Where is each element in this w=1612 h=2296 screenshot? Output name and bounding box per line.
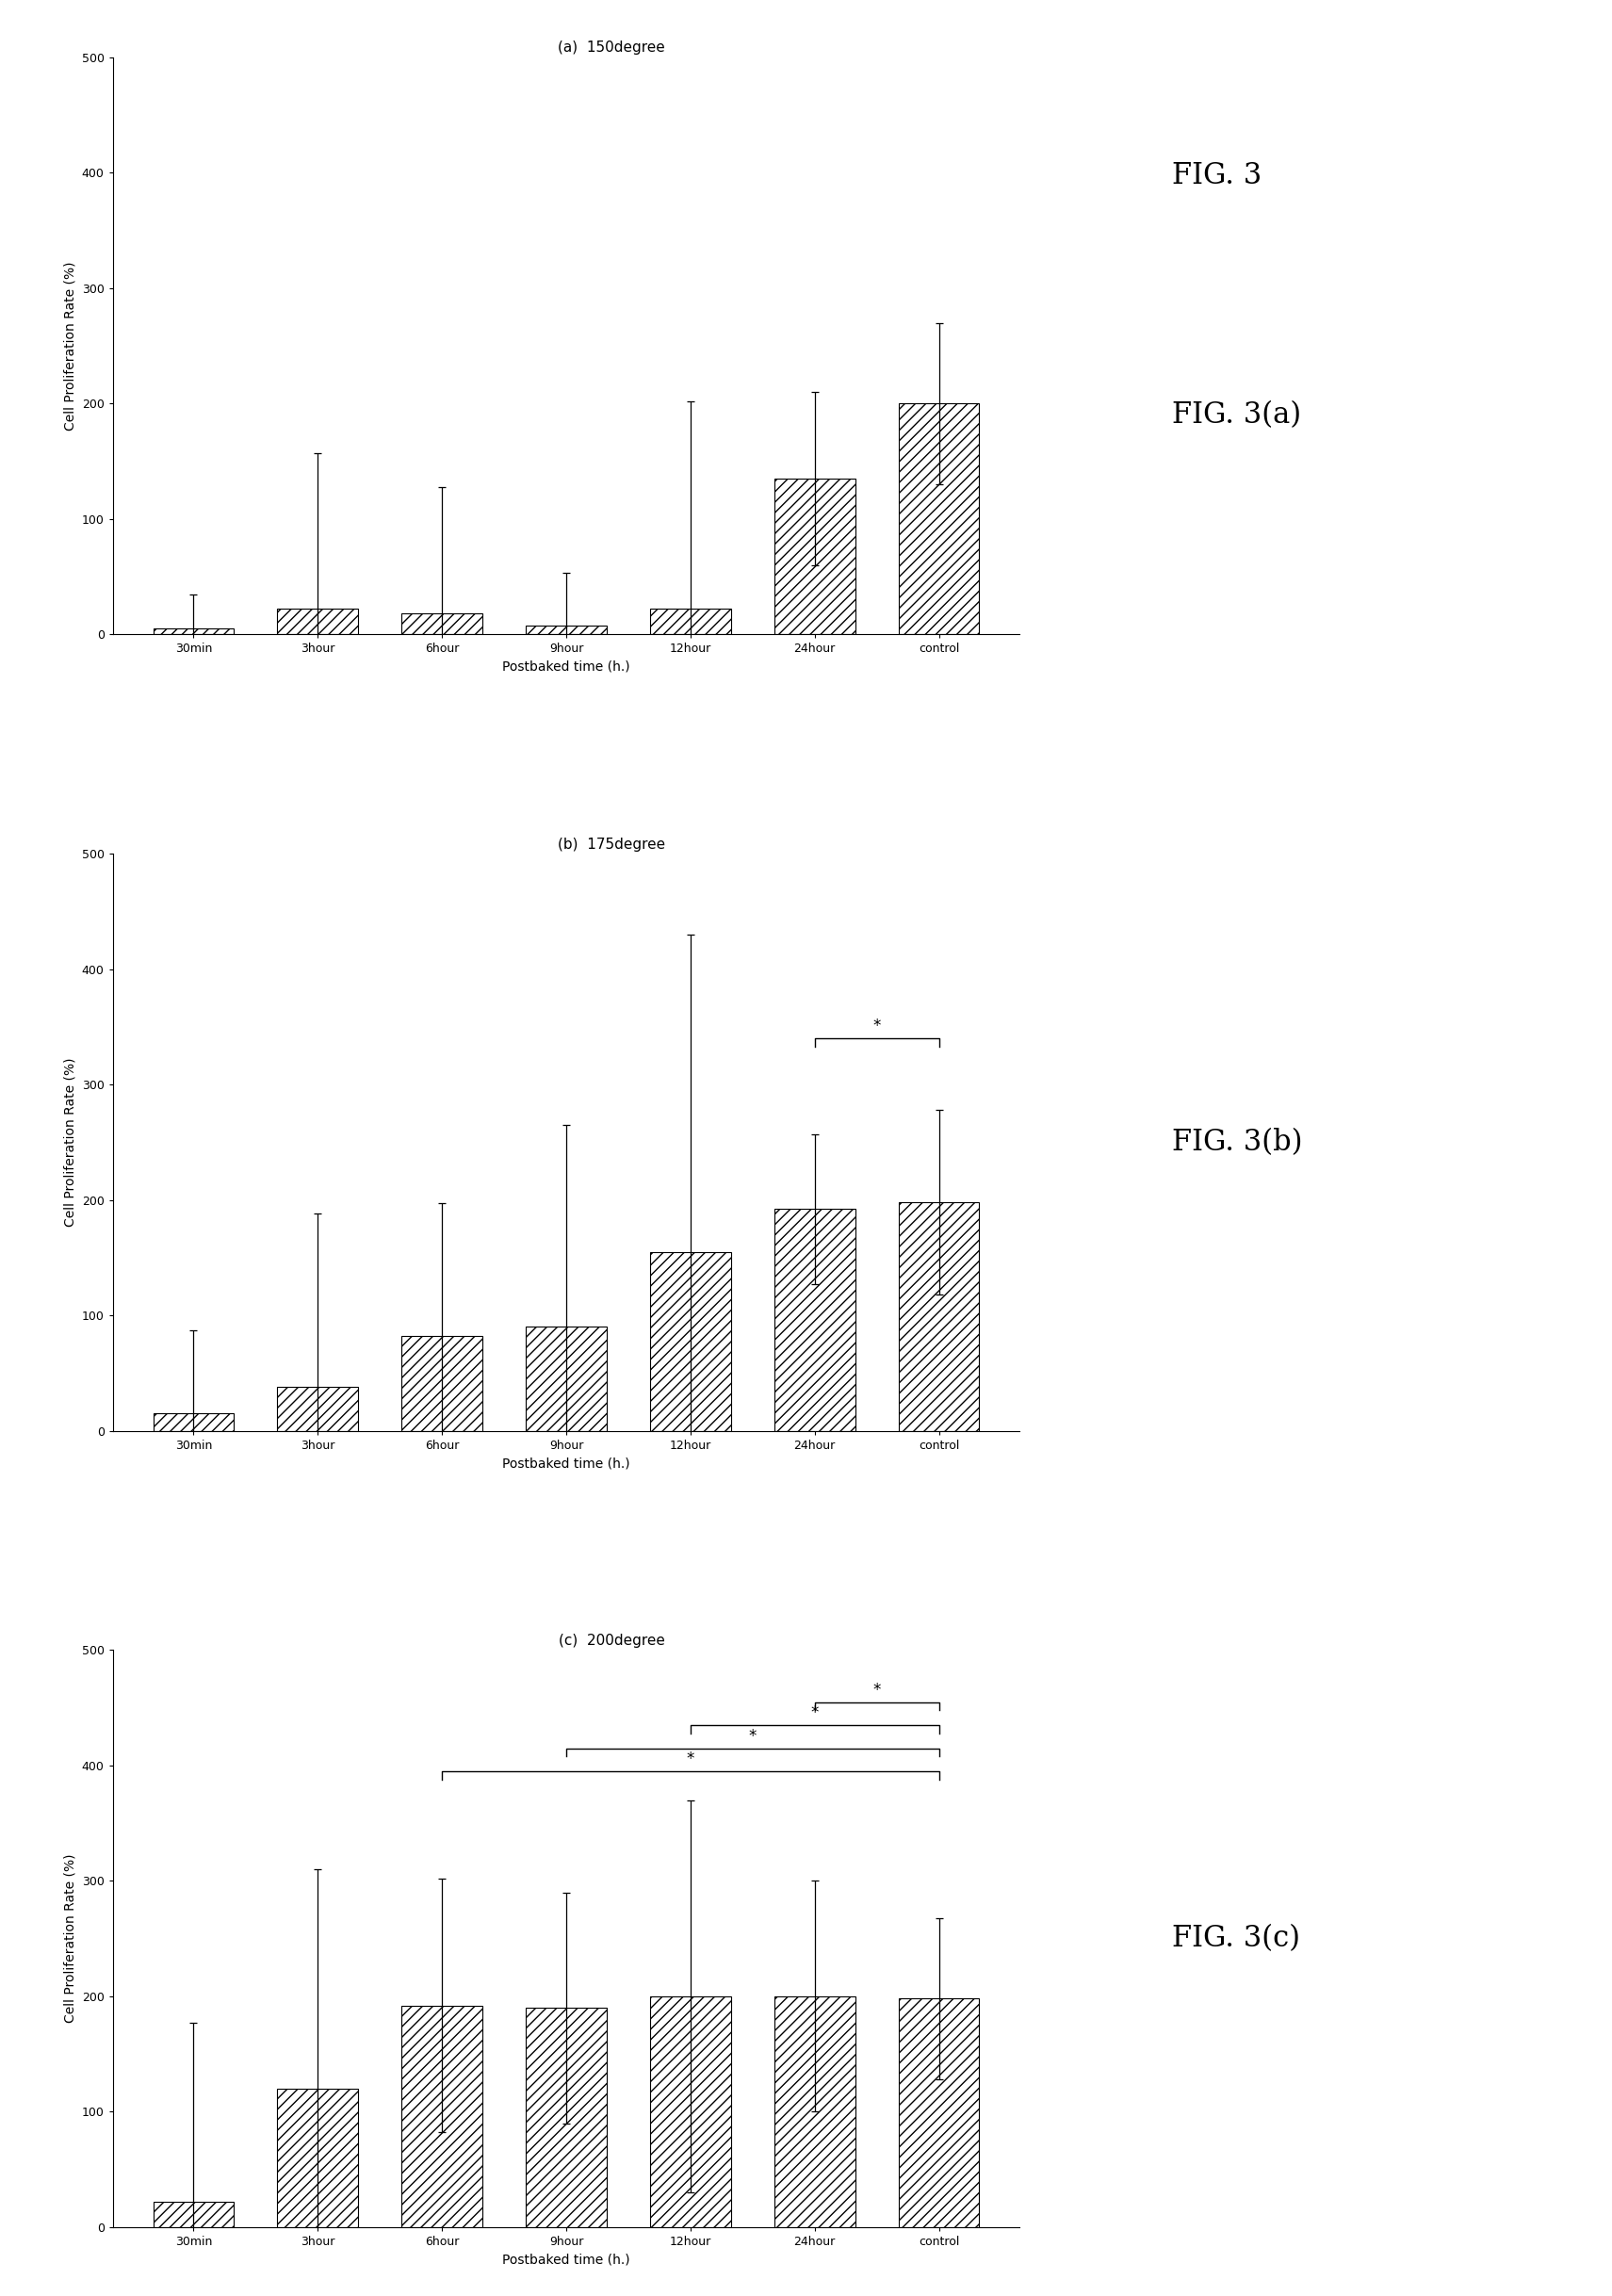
Bar — [650, 1995, 730, 2227]
Bar — [277, 2089, 358, 2227]
Bar — [650, 608, 730, 634]
X-axis label: Postbaked time (h.): Postbaked time (h.) — [503, 1456, 630, 1469]
Bar — [401, 613, 482, 634]
Text: *: * — [872, 1681, 880, 1699]
Bar — [153, 629, 234, 634]
Text: FIG. 3(a): FIG. 3(a) — [1172, 400, 1301, 429]
Bar — [774, 478, 854, 634]
Y-axis label: Cell Proliferation Rate (%): Cell Proliferation Rate (%) — [63, 262, 76, 429]
Title: (a)  150degree: (a) 150degree — [558, 41, 666, 55]
Bar — [898, 1203, 978, 1430]
X-axis label: Postbaked time (h.): Postbaked time (h.) — [503, 661, 630, 673]
Bar — [650, 1251, 730, 1430]
Text: FIG. 3(b): FIG. 3(b) — [1172, 1127, 1302, 1157]
Bar — [401, 2004, 482, 2227]
Bar — [898, 1998, 978, 2227]
Bar — [401, 1336, 482, 1430]
Text: *: * — [811, 1704, 819, 1722]
Text: *: * — [687, 1752, 695, 1768]
Bar — [898, 404, 978, 634]
Text: *: * — [748, 1729, 756, 1745]
Bar — [526, 625, 606, 634]
Bar — [277, 1387, 358, 1430]
Text: *: * — [872, 1017, 880, 1035]
Bar — [526, 1327, 606, 1430]
Title: (c)  200degree: (c) 200degree — [558, 1632, 664, 1649]
Bar — [277, 608, 358, 634]
Bar — [153, 1414, 234, 1430]
Bar — [526, 2007, 606, 2227]
Text: FIG. 3(c): FIG. 3(c) — [1172, 1924, 1301, 1954]
Bar — [774, 1995, 854, 2227]
Bar — [774, 1210, 854, 1430]
Bar — [153, 2202, 234, 2227]
Title: (b)  175degree: (b) 175degree — [558, 838, 666, 852]
X-axis label: Postbaked time (h.): Postbaked time (h.) — [503, 2252, 630, 2266]
Y-axis label: Cell Proliferation Rate (%): Cell Proliferation Rate (%) — [63, 1058, 76, 1226]
Y-axis label: Cell Proliferation Rate (%): Cell Proliferation Rate (%) — [63, 1855, 76, 2023]
Text: FIG. 3: FIG. 3 — [1172, 161, 1262, 191]
